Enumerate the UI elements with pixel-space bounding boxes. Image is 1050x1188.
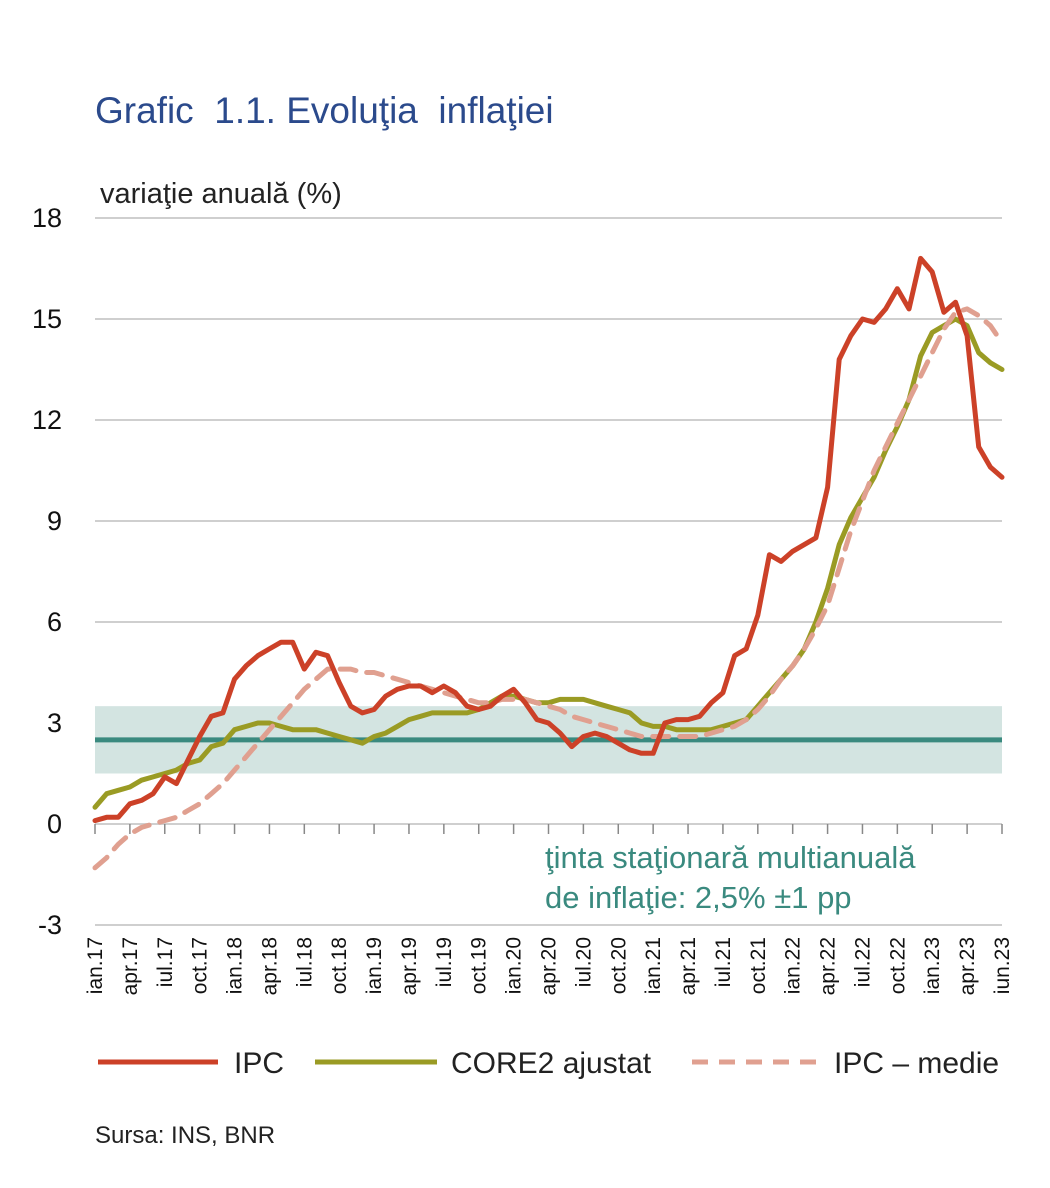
x-tick-label: iul.21 bbox=[712, 937, 735, 987]
x-tick-label: ian.19 bbox=[363, 937, 386, 994]
x-tick-label: ian.23 bbox=[921, 937, 944, 994]
series-line-2 bbox=[92, 316, 1005, 810]
x-tick-label: iul.17 bbox=[154, 937, 177, 987]
x-tick-label: ian.20 bbox=[503, 937, 526, 994]
series-layer bbox=[92, 255, 1005, 871]
target-label-line1: ţinta staţionară multianuală bbox=[545, 840, 916, 875]
y-tick-label: 18 bbox=[32, 203, 62, 233]
source-note: Sursa: INS, BNR bbox=[95, 1122, 276, 1149]
x-tick-label: apr.17 bbox=[119, 937, 142, 995]
y-tick-label: 3 bbox=[47, 708, 62, 738]
y-tick-label: 12 bbox=[32, 405, 62, 435]
legend-label-1: IPC bbox=[234, 1047, 284, 1080]
x-tick-label: oct.22 bbox=[886, 937, 909, 994]
x-tick-label: apr.23 bbox=[956, 937, 979, 995]
y-axis-label: variaţie anuală (%) bbox=[100, 178, 342, 210]
x-tick-label: iul.18 bbox=[293, 937, 316, 987]
x-tick-label: ian.18 bbox=[224, 937, 247, 994]
x-tick-label: oct.17 bbox=[189, 937, 212, 994]
x-tick-label: ian.22 bbox=[782, 937, 805, 994]
chart-title: Grafic 1.1. Evoluţia inflaţiei bbox=[95, 90, 554, 131]
x-tick-label: apr.22 bbox=[817, 937, 840, 995]
x-tick-label: apr.19 bbox=[398, 937, 421, 995]
x-tick-label: ian.17 bbox=[84, 937, 107, 994]
x-tick-label: apr.20 bbox=[538, 937, 561, 995]
x-tick-label: iul.20 bbox=[572, 937, 595, 987]
series-line-1 bbox=[92, 255, 1005, 824]
y-tick-label: 15 bbox=[32, 304, 62, 334]
y-tick-label: 9 bbox=[47, 506, 62, 536]
x-tick-label: apr.18 bbox=[258, 937, 281, 995]
x-tick-label: iun.23 bbox=[991, 937, 1014, 994]
legend-label-3: IPC – medie bbox=[834, 1047, 999, 1080]
y-tick-label: 0 bbox=[47, 809, 62, 839]
x-tick-label: iul.19 bbox=[433, 937, 456, 987]
legend: IPC CORE2 ajustat IPC – medie bbox=[98, 1047, 999, 1080]
x-tick-label: oct.20 bbox=[607, 937, 630, 994]
x-tick-label: ian.21 bbox=[642, 937, 665, 994]
legend-label-2: CORE2 ajustat bbox=[451, 1047, 652, 1080]
x-tick-label: iul.22 bbox=[851, 937, 874, 987]
y-tick-label: -3 bbox=[38, 910, 62, 940]
x-tick-label: apr.21 bbox=[677, 937, 700, 995]
y-axis-ticks: 18 15 12 9 6 3 0 -3 bbox=[32, 203, 62, 940]
grid-lines bbox=[95, 217, 1002, 926]
y-tick-label: 6 bbox=[47, 607, 62, 637]
x-tick-label: oct.19 bbox=[468, 937, 491, 994]
target-label-line2: de inflaţie: 2,5% ±1 pp bbox=[545, 880, 852, 915]
x-tick-label: oct.21 bbox=[747, 937, 770, 994]
x-axis: ian.17 apr.17 iul.17 oct.17 ian.18 apr.18 iul.… bbox=[84, 824, 1014, 995]
series-line-3 bbox=[92, 306, 1005, 871]
x-tick-label: oct.18 bbox=[328, 937, 351, 994]
